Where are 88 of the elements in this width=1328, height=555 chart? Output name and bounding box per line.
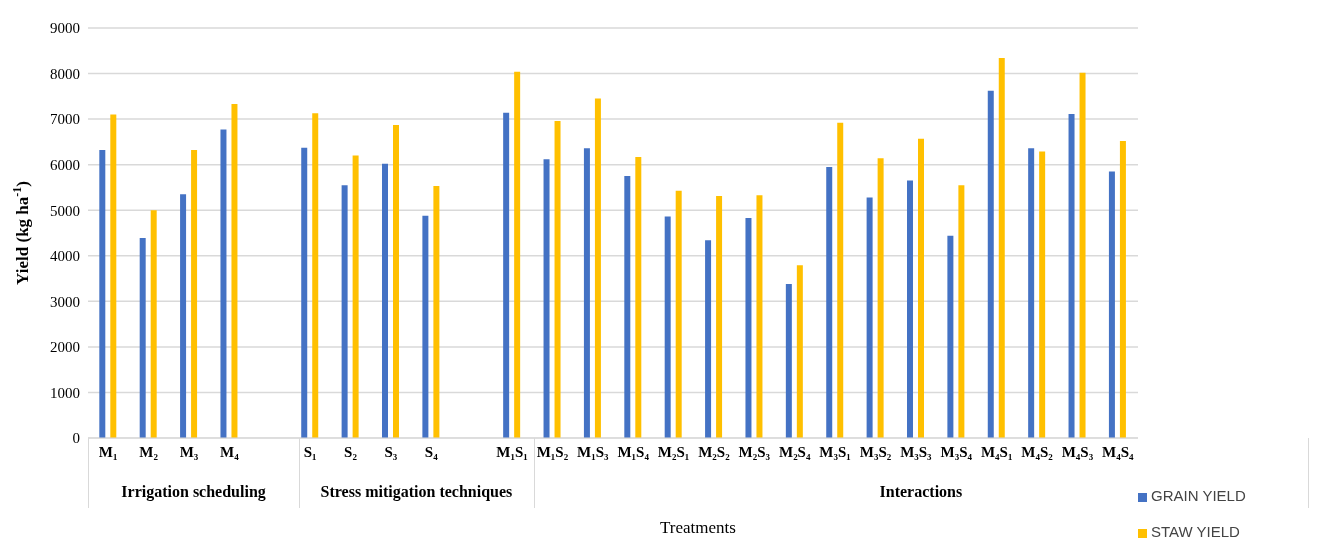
x-tick-label: M₃S₄: [940, 443, 973, 460]
bar: [503, 112, 510, 438]
bar: [543, 159, 550, 438]
bar: [1108, 171, 1115, 438]
x-tick-label: M₄S₃: [1061, 443, 1094, 460]
bar: [594, 98, 601, 438]
bar: [826, 166, 833, 438]
bar: [1079, 72, 1086, 438]
bar: [635, 156, 642, 438]
x-tick-label: M₃S₁: [819, 443, 851, 460]
bar: [110, 114, 117, 438]
y-tick-label: 6000: [50, 156, 80, 173]
bar: [716, 196, 723, 438]
bar: [99, 150, 106, 438]
bar: [785, 284, 792, 438]
x-tick-label: M₂S₂: [698, 443, 731, 460]
legend-label: STAW YIELD: [1151, 523, 1240, 540]
bar: [947, 235, 954, 438]
bar: [958, 185, 965, 438]
bar: [624, 176, 631, 438]
bar: [583, 148, 590, 438]
bar: [393, 125, 399, 438]
bar: [907, 180, 913, 438]
legend-label: GRAIN YIELD: [1151, 487, 1246, 504]
bar: [796, 265, 803, 438]
bar: [837, 122, 844, 438]
bar: [664, 216, 671, 438]
bar: [866, 197, 873, 438]
x-tick-label: M₁S₄: [617, 443, 650, 460]
bar: [191, 150, 198, 438]
bar: [352, 155, 359, 438]
bar: [150, 210, 157, 438]
x-tick-label: M₃: [179, 443, 199, 460]
x-axis-title: Treatments: [660, 518, 736, 537]
x-tick-label: M₃S₂: [859, 443, 892, 460]
bar: [180, 194, 187, 438]
text: Interactions: [879, 483, 963, 500]
x-tick-label: M₃S₃: [900, 443, 933, 460]
bar: [756, 195, 763, 438]
x-tick-label: S₄: [424, 443, 439, 460]
x-tick-label: M₂: [139, 443, 159, 460]
y-tick-label: 9000: [50, 20, 80, 37]
bar: [433, 186, 440, 438]
bar: [745, 217, 752, 438]
bar: [987, 90, 994, 438]
bar: [231, 104, 238, 438]
bar: [139, 238, 146, 438]
x-tick-label: M₂S₃: [738, 443, 771, 460]
bar: [554, 120, 561, 438]
y-tick-label: 5000: [50, 202, 80, 219]
bar: [422, 215, 429, 438]
bar: [312, 113, 319, 438]
x-tick-label: M₁S₂: [536, 443, 569, 460]
y-tick-label: 8000: [50, 65, 80, 82]
y-tick-label: 4000: [50, 248, 80, 265]
bar: [1068, 114, 1075, 438]
x-tick-label: M₁S₃: [577, 443, 610, 460]
bar: [998, 58, 1005, 438]
bar: [220, 129, 227, 438]
bar: [705, 240, 712, 438]
x-tick-label: S₁: [303, 443, 317, 460]
x-tick-label: M₄S₂: [1021, 443, 1054, 460]
bar: [675, 190, 682, 438]
bar: [1119, 140, 1126, 438]
text: Irrigation scheduling: [120, 483, 267, 501]
y-tick-label: 2000: [50, 339, 80, 356]
bar: [1039, 151, 1046, 438]
y-tick-label: 3000: [50, 293, 80, 310]
bar: [1028, 148, 1035, 438]
y-tick-label: 0: [72, 430, 80, 447]
x-tick-label: M₁S₁: [496, 443, 528, 460]
text: Stress mitigation techniques: [319, 483, 514, 501]
x-tick-label: M₁: [98, 443, 118, 460]
bar: [382, 163, 388, 438]
bar: [514, 71, 521, 438]
x-tick-label: S₃: [384, 443, 398, 460]
bar: [918, 138, 924, 438]
x-tick-label: M₄S₁: [980, 443, 1013, 460]
x-tick-label: M₄: [220, 443, 240, 460]
x-tick-label: M₂S₁: [657, 443, 690, 460]
x-tick-label: M₂S₄: [778, 443, 811, 460]
y-tick-label: 7000: [50, 111, 80, 128]
bar: [877, 158, 884, 438]
x-tick-label: M₄S₄: [1102, 443, 1135, 460]
bar: [341, 185, 348, 438]
x-tick-label: S₂: [344, 443, 358, 460]
bar: [301, 147, 308, 438]
y-tick-label: 1000: [50, 384, 80, 401]
